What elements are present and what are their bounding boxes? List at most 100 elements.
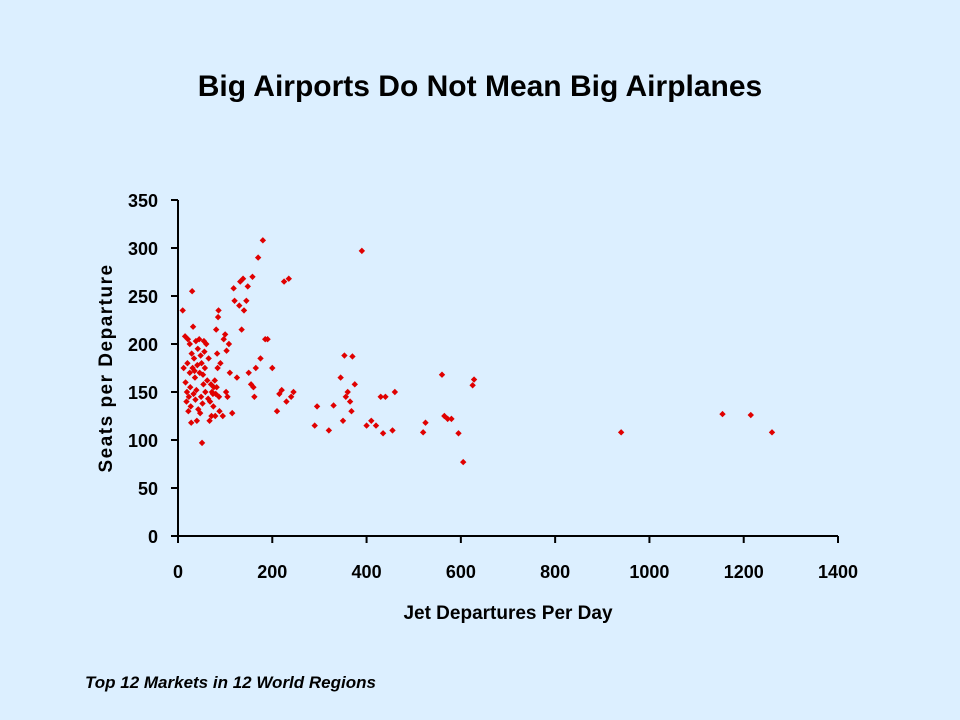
data-point [216,408,223,415]
data-point [203,340,210,348]
data-point [221,331,229,338]
data-point [225,340,233,348]
data-point [283,398,290,405]
data-point [344,388,351,396]
data-point [184,360,191,367]
data-point [199,371,207,378]
data-point [206,398,214,405]
data-point [198,360,205,367]
data-point [391,388,399,396]
data-point [191,367,198,375]
data-point [448,415,455,423]
data-point [285,275,292,282]
data-point [204,377,211,384]
data-point [185,393,193,400]
data-point [470,376,478,383]
data-point [201,364,209,372]
data-point [229,409,236,417]
data-point [330,402,337,409]
data-point [280,278,288,285]
data-point [290,388,297,396]
data-point [346,398,354,405]
data-point [342,393,350,400]
x-tick-label: 0 [173,562,183,582]
data-point [460,458,467,466]
data-point [251,393,258,400]
data-point [192,396,199,403]
data-point [377,393,384,400]
data-point [214,313,222,321]
data-point [189,323,197,330]
data-point [278,386,285,394]
x-tick-label: 1200 [724,562,764,582]
data-point [208,412,215,420]
data-point [189,364,196,372]
data-point [215,393,223,400]
data-point [238,326,245,333]
data-point [212,326,220,333]
data-point [313,403,321,410]
data-point [264,336,271,343]
data-point [226,369,234,376]
x-tick-label: 1400 [818,562,858,582]
data-point [187,403,194,410]
data-point [217,360,224,367]
y-tick-label: 350 [128,191,158,211]
data-point [348,408,355,415]
data-point [180,364,187,372]
data-point [269,364,276,372]
data-point [182,379,189,386]
data-point [183,398,190,405]
data-point [444,415,451,423]
data-point [223,347,230,354]
data-point [213,350,221,357]
data-point [196,409,204,417]
data-point [455,430,462,437]
data-point [337,374,344,381]
data-point [349,353,356,360]
x-tick-label: 800 [540,562,570,582]
data-point [215,307,222,314]
data-point [184,336,192,343]
data-point [211,377,218,384]
data-point [193,417,201,424]
data-point [254,254,262,261]
data-point [190,390,197,398]
data-point [188,350,195,357]
data-point [236,302,243,309]
data-point [368,417,375,424]
data-point [341,352,348,359]
data-point [339,417,347,424]
data-point [240,307,248,314]
data-point [244,283,251,290]
data-point [205,355,212,362]
x-tick-label: 200 [257,562,287,582]
y-tick-label: 50 [138,479,158,499]
data-point [243,297,250,304]
data-point [617,429,625,436]
data-point [199,400,206,407]
y-tick-label: 150 [128,383,158,403]
plot-area: 0 50 100 150 200 250 300 350 0 200 400 600 800 1000 12… [128,191,858,582]
data-point [186,369,193,376]
data-point [311,422,318,429]
data-point [210,403,217,410]
data-point [358,247,366,255]
data-point [422,419,429,426]
data-point [193,386,200,394]
data-point [190,355,198,362]
data-point [419,429,427,436]
x-tick-label: 400 [352,562,382,582]
data-point [197,352,204,359]
data-point [212,412,219,420]
y-tick-label: 100 [128,431,158,451]
footnote: Top 12 Markets in 12 World Regions [85,673,376,692]
data-point [233,374,241,381]
data-point [194,345,201,352]
data-point [382,393,389,400]
data-point [183,388,191,396]
y-axis-label: Seats per Departure [96,263,117,472]
data-point [252,364,259,372]
data-point [206,417,213,424]
